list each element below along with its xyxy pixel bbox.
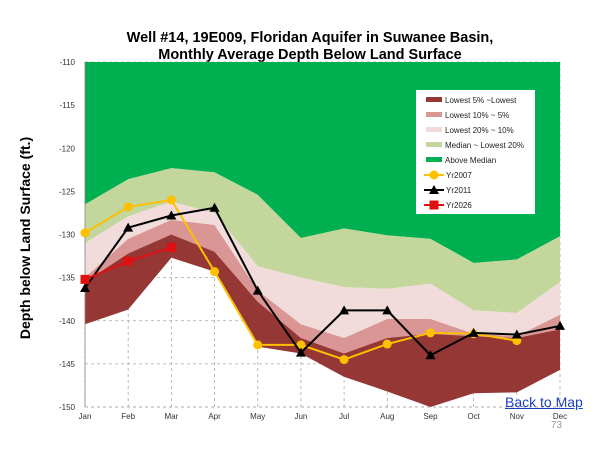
x-tick-label: Apr (208, 412, 221, 421)
y-tick-label: -145 (59, 360, 76, 369)
legend-label: Lowest 5% ~Lowest (445, 96, 517, 105)
x-tick-label: Sep (423, 412, 438, 421)
point-Yr2011 (166, 210, 177, 220)
y-tick-label: -120 (59, 144, 76, 153)
point-Yr2007 (296, 340, 306, 350)
point-Yr2011 (555, 320, 565, 330)
point-Yr2011 (123, 222, 134, 232)
point-Yr2007 (425, 328, 435, 338)
point-Yr2011 (511, 329, 522, 339)
x-tick-label: Mar (164, 412, 178, 421)
point-Yr2007 (339, 355, 349, 365)
series-Yr2007 (80, 195, 522, 365)
point-Yr2007 (382, 339, 392, 349)
point-Yr2007 (166, 195, 176, 205)
page-number: 73 (551, 420, 563, 431)
band-median-lowest-20- (85, 168, 560, 313)
series-Yr2026 (80, 242, 176, 284)
y-tick-label: -130 (59, 231, 76, 240)
y-tick-label: -150 (59, 403, 76, 412)
legend-label: Lowest 20% ~ 10% (445, 126, 514, 135)
legend-swatch (426, 157, 442, 162)
band-lowest-5-lowest (85, 234, 560, 407)
point-Yr2011 (295, 347, 306, 357)
x-tick-label: Jul (339, 412, 349, 421)
x-tick-label: Aug (380, 412, 394, 421)
y-tick-label: -140 (59, 317, 76, 326)
point-Yr2026 (166, 242, 176, 252)
legend-label: Yr2011 (446, 186, 472, 195)
x-tick-label: Feb (121, 412, 135, 421)
series-Yr2011 (80, 202, 565, 360)
y-tick-label: -135 (59, 274, 76, 283)
point-Yr2007 (80, 228, 90, 238)
chart-title: Well #14, 19E009, Floridan Aquifer in Su… (0, 30, 600, 64)
point-Yr2007 (429, 170, 439, 180)
chart-title-line-1: Well #14, 19E009, Floridan Aquifer in Su… (126, 30, 494, 46)
y-tick-label: -110 (60, 58, 76, 67)
point-Yr2007 (123, 202, 133, 212)
legend: Lowest 5% ~Lowest Lowest 10% ~ 5% Lowest 2… (416, 90, 535, 214)
back-to-map-link[interactable]: Back to Map (505, 394, 583, 410)
legend-box (416, 90, 535, 214)
point-Yr2007 (210, 267, 220, 277)
point-Yr2007 (253, 340, 263, 350)
point-Yr2011 (429, 185, 439, 194)
point-Yr2011 (252, 285, 263, 295)
legend-label: Median ~ Lowest 20% (445, 141, 524, 150)
legend-swatch (426, 97, 442, 102)
point-Yr2011 (209, 202, 220, 212)
point-Yr2011 (339, 305, 350, 315)
legend-label: Above Median (445, 156, 496, 165)
chart-title-line-2: Monthly Average Depth Below Land Surface (158, 47, 462, 63)
point-Yr2011 (425, 350, 436, 360)
line-Yr2011 (84, 206, 561, 357)
x-tick-label: Dec (553, 412, 567, 421)
x-tick-label: Jan (79, 412, 92, 421)
point-Yr2026 (123, 256, 133, 266)
point-Yr2011 (80, 282, 90, 292)
x-tick-label: Jun (294, 412, 307, 421)
x-tick-label: Oct (467, 412, 480, 421)
point-Yr2011 (382, 305, 393, 315)
legend-label: Yr2026 (446, 201, 472, 210)
x-tick-label: May (250, 412, 265, 421)
y-tick-label: -125 (59, 187, 76, 196)
y-tick-label: -115 (60, 101, 76, 110)
legend-swatch (426, 127, 442, 132)
point-Yr2026 (80, 274, 90, 284)
x-tick-label: Nov (510, 412, 524, 421)
legend-label: Yr2007 (446, 171, 472, 180)
legend-swatch (426, 112, 442, 117)
point-Yr2011 (468, 327, 479, 337)
point-Yr2026 (429, 200, 439, 210)
band-lowest-20-10- (85, 201, 560, 338)
legend-swatch (426, 142, 442, 147)
legend-label: Lowest 10% ~ 5% (445, 111, 509, 120)
